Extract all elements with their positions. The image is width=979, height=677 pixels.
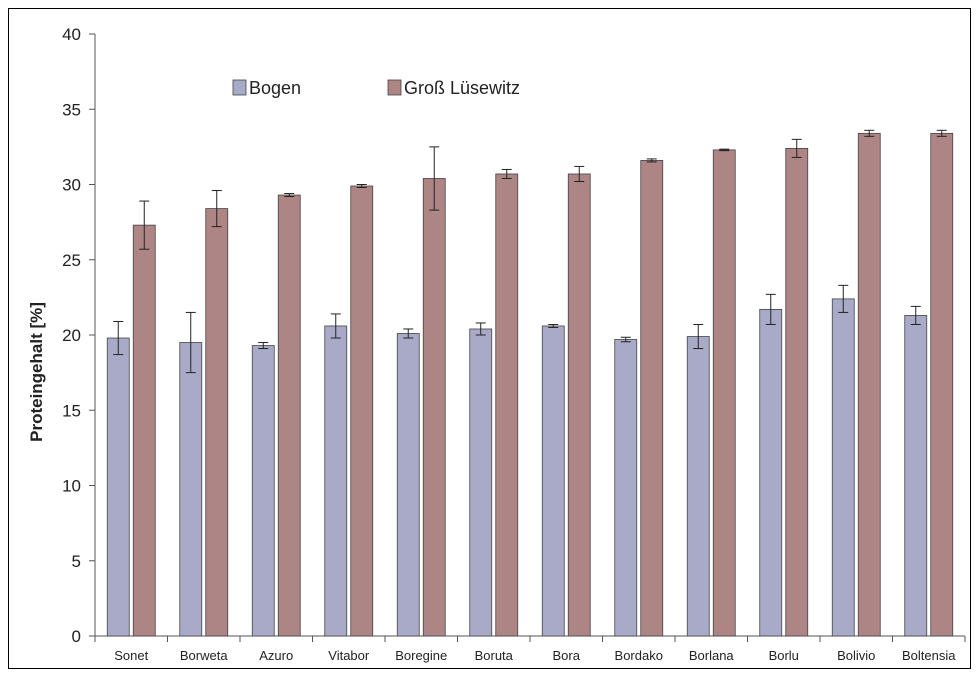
x-tick-label: Boltensia — [902, 648, 956, 663]
x-tick-label: Boruta — [475, 648, 514, 663]
x-tick-label: Bolivio — [837, 648, 875, 663]
y-tick-label: 30 — [62, 176, 81, 195]
y-axis-title: Proteingehalt [%] — [27, 302, 46, 442]
legend: Bogen Groß Lüsewitz — [232, 78, 520, 98]
y-tick-label: 0 — [72, 627, 81, 646]
bar — [904, 315, 928, 637]
bar — [541, 325, 565, 637]
bar — [469, 328, 493, 637]
bar — [785, 147, 809, 637]
bar — [640, 160, 664, 637]
y-tick-label: 40 — [62, 25, 81, 44]
bar — [396, 333, 420, 637]
x-tick-label: Borlu — [769, 648, 799, 663]
bar — [350, 185, 374, 637]
bar — [567, 173, 591, 637]
bar — [132, 224, 156, 637]
legend-label: Bogen — [249, 78, 301, 98]
x-tick-label: Bora — [553, 648, 581, 663]
bar — [614, 339, 638, 637]
x-tick-label: Azuro — [259, 648, 293, 663]
x-tick-label: Boregine — [395, 648, 447, 663]
legend-label: Groß Lüsewitz — [404, 78, 520, 98]
bar — [857, 132, 881, 637]
legend-swatch — [232, 79, 247, 96]
bar — [106, 337, 130, 637]
x-tick-label: Borlana — [689, 648, 735, 663]
bar — [495, 173, 519, 637]
y-tick-label: 10 — [62, 477, 81, 496]
bar — [759, 309, 783, 637]
bar — [831, 298, 855, 637]
bar — [251, 345, 275, 637]
bar — [277, 194, 301, 637]
bar — [930, 132, 954, 637]
bar — [179, 342, 203, 637]
bar — [205, 208, 229, 637]
legend-swatch — [387, 79, 402, 96]
y-tick-label: 25 — [62, 251, 81, 270]
y-tick-label: 35 — [62, 100, 81, 119]
y-tick-label: 15 — [62, 401, 81, 420]
x-tick-label: Bordako — [615, 648, 663, 663]
bar — [324, 325, 348, 637]
axes: 0 5 10 15 20 25 30 35 40 Sonet Borweta Azuro Vitabor… — [62, 25, 966, 663]
x-tick-label: Vitabor — [328, 648, 370, 663]
x-tick-label: Borweta — [180, 648, 228, 663]
x-tick-label: Sonet — [114, 648, 148, 663]
bars — [106, 129, 954, 637]
bar — [686, 336, 710, 637]
bar — [422, 178, 446, 637]
y-tick-label: 20 — [62, 326, 81, 345]
y-tick-label: 5 — [72, 552, 81, 571]
bar — [712, 149, 736, 637]
